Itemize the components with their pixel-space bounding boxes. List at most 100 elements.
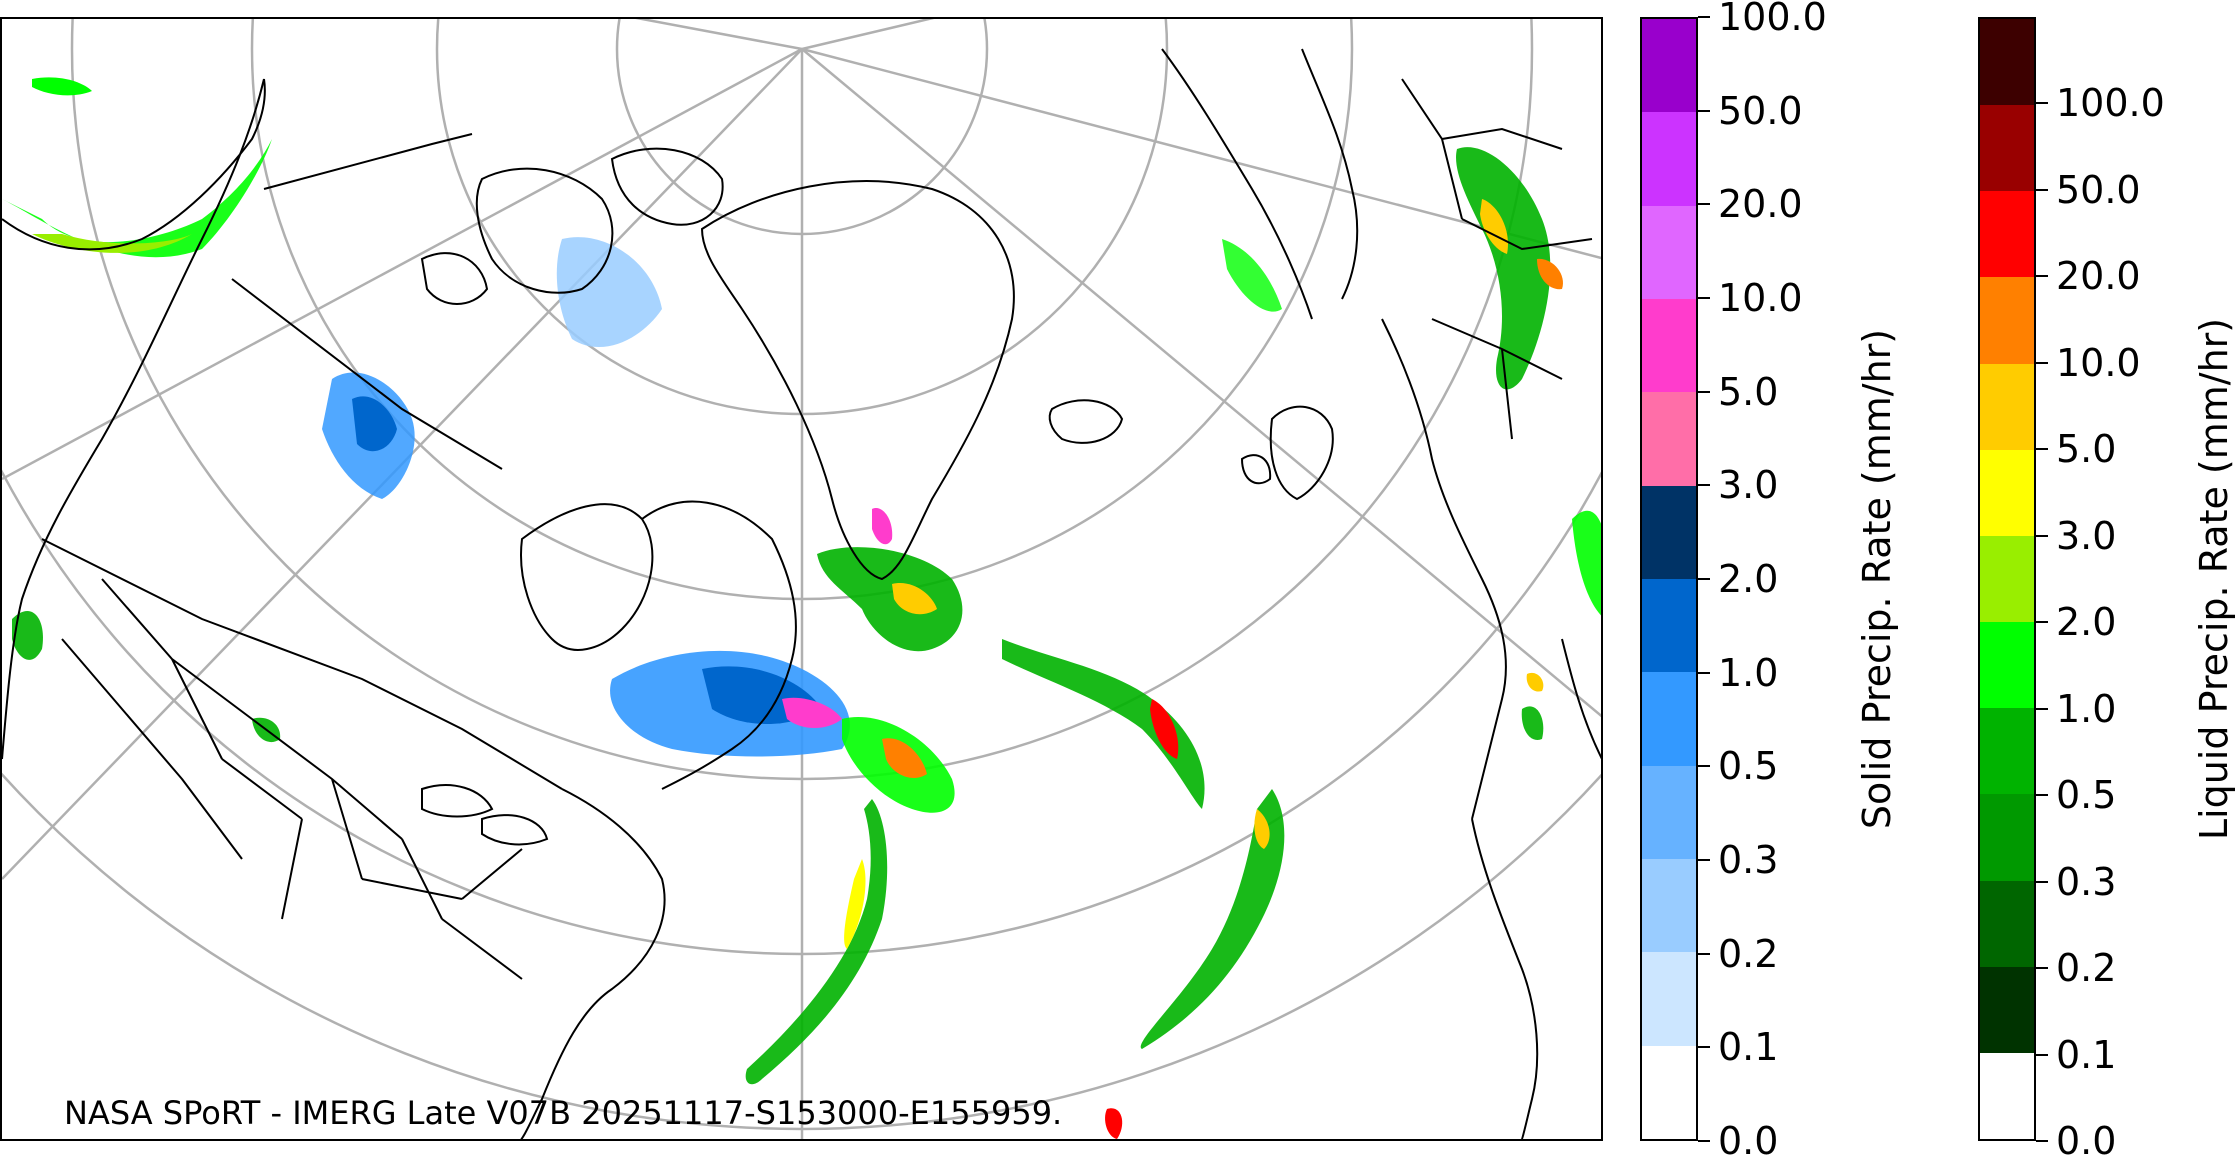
coastline-hudson-bay bbox=[520, 503, 654, 651]
liquid-tick-mark bbox=[2036, 967, 2048, 970]
solid-tick-mark bbox=[1698, 390, 1710, 393]
solid-tick-label: 0.2 bbox=[1718, 931, 1779, 976]
meridian-line bbox=[635, 19, 803, 51]
boundary-canada-prairies bbox=[231, 278, 503, 470]
solid-colorbar-segment bbox=[1642, 485, 1696, 580]
solid-tick-mark bbox=[1698, 671, 1710, 674]
liquid-tick-label: 2.0 bbox=[2056, 600, 2117, 645]
coastlines bbox=[2, 48, 1601, 1139]
liquid-precip-title: Liquid Precip. Rate (mm/hr) bbox=[2192, 317, 2236, 841]
precip-area-greenland bbox=[872, 508, 893, 545]
solid-tick-mark bbox=[1698, 109, 1710, 112]
boundary-us-canada bbox=[41, 538, 563, 790]
liquid-precip-colorbar bbox=[1978, 17, 2036, 1141]
precip-area-north-atlantic-core bbox=[1150, 699, 1179, 759]
boundary-canada-west bbox=[263, 133, 473, 190]
liquid-tick-label: 0.3 bbox=[2056, 859, 2117, 904]
liquid-tick-label: 0.5 bbox=[2056, 773, 2117, 818]
coastline-scandinavia bbox=[1161, 48, 1359, 320]
solid-colorbar-segment bbox=[1642, 112, 1696, 206]
liquid-tick-mark bbox=[2036, 275, 2048, 278]
precip-area-nw-africa bbox=[1521, 706, 1544, 740]
solid-tick-label: 50.0 bbox=[1718, 88, 1803, 133]
solid-tick-label: 10.0 bbox=[1718, 276, 1803, 320]
precip-area-mediterranean bbox=[1572, 510, 1601, 616]
solid-tick-label: 0.0 bbox=[1718, 1119, 1779, 1163]
boundary-europe bbox=[1401, 78, 1593, 440]
solid-precip-ticks: 0.0 0.1 0.2 0.3 0.5 1.0 2.0 3.0 5.0 10.0 20.0 50.0 1… bbox=[1698, 0, 1858, 1161]
coastline-arctic-islands bbox=[420, 147, 724, 305]
solid-tick-label: 0.5 bbox=[1718, 744, 1779, 789]
solid-tick-label: 3.0 bbox=[1718, 463, 1779, 508]
liquid-tick-mark bbox=[2036, 1140, 2048, 1142]
liquid-tick-label: 5.0 bbox=[2056, 427, 2117, 472]
liquid-tick-mark bbox=[2036, 448, 2048, 451]
precip-area-norway bbox=[1222, 239, 1282, 312]
precip-area-trailing-band-core bbox=[844, 859, 866, 949]
solid-tick-mark bbox=[1698, 1140, 1710, 1142]
liquid-colorbar-segment bbox=[1980, 191, 2034, 278]
liquid-tick-label: 10.0 bbox=[2056, 340, 2141, 385]
precip-area-quebec-peak bbox=[782, 697, 842, 728]
liquid-tick-label: 0.1 bbox=[2056, 1032, 2117, 1077]
meridian-line bbox=[801, 48, 1601, 718]
solid-tick-mark bbox=[1698, 203, 1710, 206]
liquid-colorbar-segment bbox=[1980, 708, 2034, 795]
precip-area-alaska bbox=[2, 139, 272, 258]
solid-tick-mark bbox=[1698, 859, 1710, 861]
liquid-precip-ticks: 0.0 0.1 0.2 0.3 0.5 1.0 2.0 3.0 5.0 10.0 20.0 50.0 1… bbox=[2036, 17, 2196, 1161]
boundary-us-states bbox=[61, 578, 523, 980]
precip-area-aleutian bbox=[32, 77, 92, 96]
precip-area-western-canada-core bbox=[352, 396, 397, 452]
liquid-tick-mark bbox=[2036, 361, 2048, 364]
precipitation-map bbox=[0, 17, 1603, 1141]
coastline-great-lakes bbox=[421, 784, 549, 846]
solid-colorbar-segment bbox=[1642, 392, 1696, 486]
solid-tick-mark bbox=[1698, 297, 1710, 299]
solid-precip-title: Solid Precip. Rate (mm/hr) bbox=[1855, 328, 1899, 830]
solid-colorbar-segment bbox=[1642, 672, 1696, 766]
liquid-colorbar-segment bbox=[1980, 1052, 2034, 1139]
liquid-colorbar-segment bbox=[1980, 105, 2034, 192]
liquid-tick-label: 0.0 bbox=[2056, 1119, 2117, 1163]
liquid-tick-label: 0.2 bbox=[2056, 946, 2117, 991]
liquid-tick-mark bbox=[2036, 534, 2048, 537]
precip-area-spain bbox=[1526, 672, 1544, 692]
solid-colorbar-segment bbox=[1642, 1045, 1696, 1139]
precip-area-western-europe bbox=[1456, 147, 1551, 390]
liquid-tick-mark bbox=[2036, 707, 2048, 710]
liquid-colorbar-segment bbox=[1980, 18, 2034, 106]
liquid-tick-label: 50.0 bbox=[2056, 167, 2141, 212]
precip-area-labrador-sea bbox=[817, 547, 963, 652]
data-credit: NASA SPoRT - IMERG Late V07B 20251117-S1… bbox=[64, 1094, 1063, 1132]
meridian-line bbox=[2, 47, 803, 481]
solid-tick-mark bbox=[1698, 578, 1710, 580]
coastline-west-coast bbox=[2, 78, 265, 760]
liquid-tick-label: 20.0 bbox=[2056, 254, 2141, 299]
coastline-europe bbox=[1381, 318, 1507, 820]
solid-colorbar-segment bbox=[1642, 859, 1696, 953]
solid-tick-label: 5.0 bbox=[1718, 369, 1779, 414]
precip-area-labrador-sea-core bbox=[892, 583, 937, 615]
solid-tick-label: 2.0 bbox=[1718, 557, 1779, 601]
liquid-tick-mark bbox=[2036, 794, 2048, 797]
liquid-colorbar-segment bbox=[1980, 277, 2034, 364]
solid-colorbar-segment bbox=[1642, 765, 1696, 860]
liquid-tick-mark bbox=[2036, 1053, 2048, 1056]
liquid-colorbar-segment bbox=[1980, 880, 2034, 967]
coastline-labrador bbox=[641, 500, 797, 790]
precip-area-north-atlantic bbox=[1002, 639, 1205, 809]
liquid-colorbar-segment bbox=[1980, 363, 2034, 450]
solid-colorbar-segment bbox=[1642, 952, 1696, 1046]
liquid-tick-mark bbox=[2036, 880, 2048, 883]
solid-tick-label: 0.1 bbox=[1718, 1025, 1779, 1070]
liquid-colorbar-segment bbox=[1980, 449, 2034, 536]
map-canvas bbox=[2, 19, 1601, 1139]
solid-colorbar-segment bbox=[1642, 19, 1696, 113]
solid-colorbar-segment bbox=[1642, 299, 1696, 393]
liquid-colorbar-segment bbox=[1980, 535, 2034, 623]
liquid-tick-mark bbox=[2036, 188, 2048, 191]
solid-tick-label: 20.0 bbox=[1718, 182, 1803, 227]
solid-tick-mark bbox=[1698, 16, 1710, 18]
liquid-tick-label: 3.0 bbox=[2056, 513, 2117, 558]
